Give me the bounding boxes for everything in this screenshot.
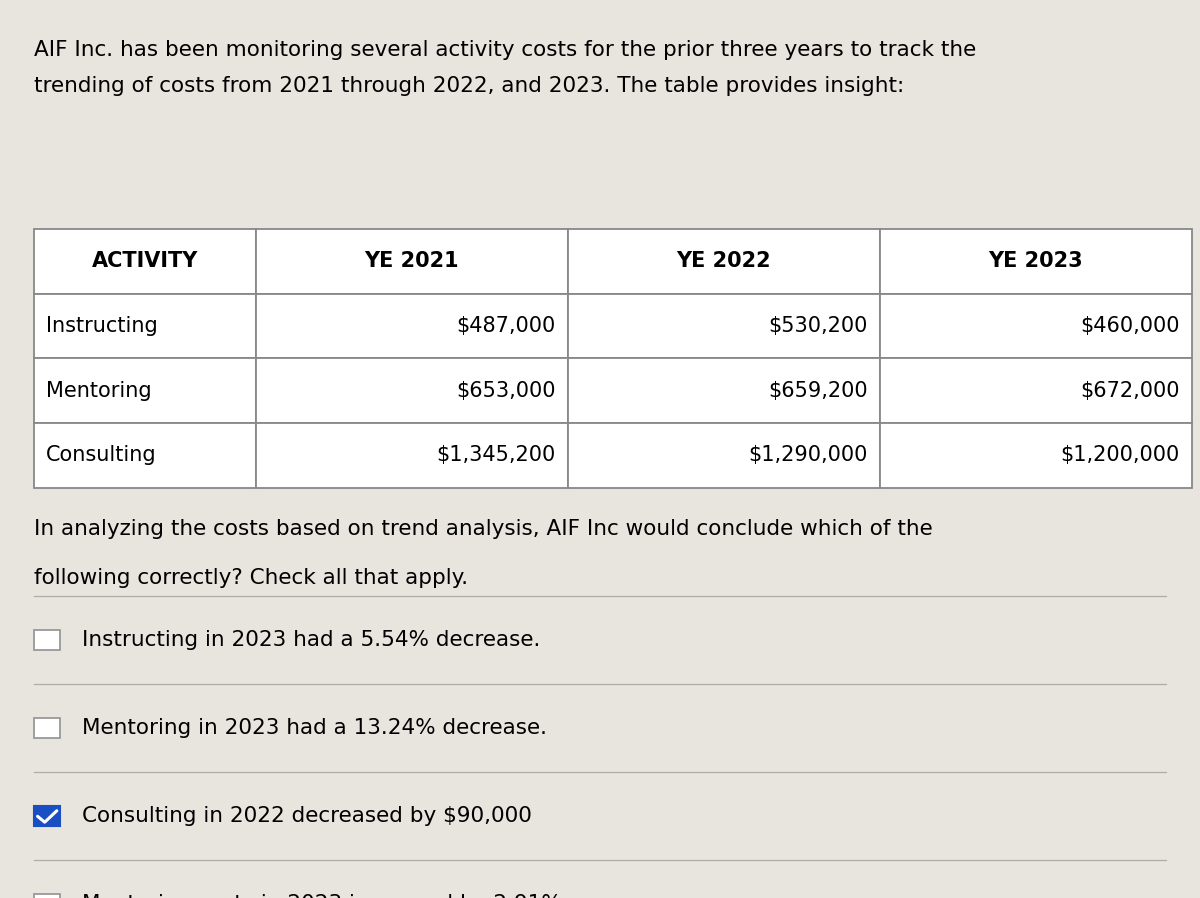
Text: ACTIVITY: ACTIVITY [91,251,198,271]
Text: $530,200: $530,200 [768,316,868,336]
Bar [568,358,880,423]
Text: Instructing: Instructing [46,316,157,336]
Bar [568,294,880,358]
Text: $1,290,000: $1,290,000 [749,445,868,465]
Text: Mentoring in 2023 had a 13.24% decrease.: Mentoring in 2023 had a 13.24% decrease. [82,718,547,738]
Text: $1,345,200: $1,345,200 [437,445,556,465]
Text: Mentoring costs in 2023 increased by 2.91%: Mentoring costs in 2023 increased by 2.9… [82,894,562,898]
Text: $659,200: $659,200 [768,381,868,401]
Bar [880,423,1192,488]
Bar [880,358,1192,423]
Text: $460,000: $460,000 [1080,316,1180,336]
Text: Instructing in 2023 had a 5.54% decrease.: Instructing in 2023 had a 5.54% decrease… [82,630,540,650]
Text: YE 2022: YE 2022 [677,251,770,271]
Bar [880,229,1192,294]
Bar [34,229,256,294]
Bar [256,294,568,358]
Bar [568,423,880,488]
Text: Mentoring: Mentoring [46,381,151,401]
Bar [34,718,60,738]
Text: $653,000: $653,000 [456,381,556,401]
Bar [34,294,256,358]
Bar [34,894,60,898]
Bar [256,358,568,423]
Text: Consulting: Consulting [46,445,156,465]
Text: $487,000: $487,000 [456,316,556,336]
Text: YE 2021: YE 2021 [365,251,458,271]
Bar [880,294,1192,358]
Text: $672,000: $672,000 [1080,381,1180,401]
Text: Consulting in 2022 decreased by $90,000: Consulting in 2022 decreased by $90,000 [82,806,532,826]
Bar [256,229,568,294]
Bar [34,358,256,423]
Text: following correctly? Check all that apply.: following correctly? Check all that appl… [34,568,468,588]
Bar [568,229,880,294]
Bar [34,806,60,826]
Text: AIF Inc. has been monitoring several activity costs for the prior three years to: AIF Inc. has been monitoring several act… [34,40,976,60]
Text: YE 2023: YE 2023 [989,251,1082,271]
Bar [256,423,568,488]
Bar [34,423,256,488]
Text: $1,200,000: $1,200,000 [1061,445,1180,465]
Text: In analyzing the costs based on trend analysis, AIF Inc would conclude which of : In analyzing the costs based on trend an… [34,519,932,539]
Text: trending of costs from 2021 through 2022, and 2023. The table provides insight:: trending of costs from 2021 through 2022… [34,76,904,96]
Bar [34,630,60,650]
